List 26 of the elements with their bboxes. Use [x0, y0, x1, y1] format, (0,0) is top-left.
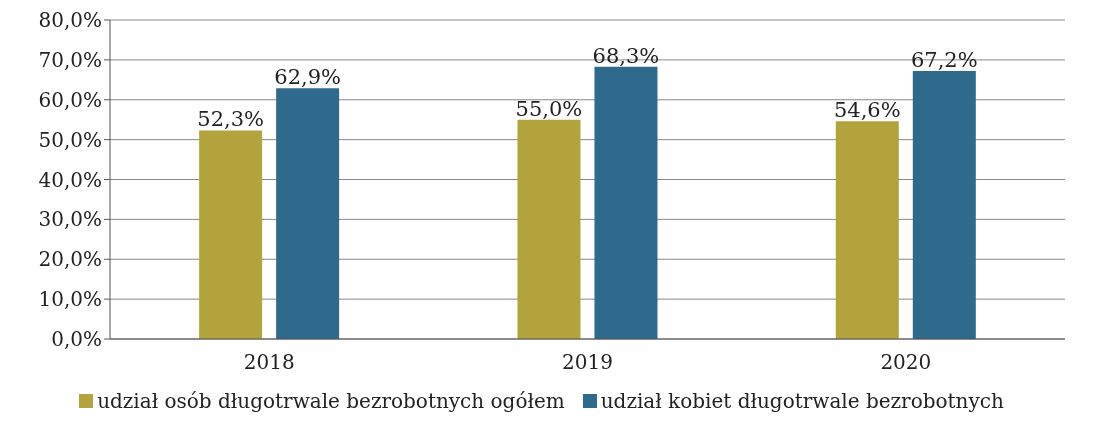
legend-label: udział kobiet długotrwale bezrobotnych: [600, 389, 1004, 413]
bar: [517, 119, 581, 339]
y-tick-label: 70,0%: [38, 47, 102, 72]
y-tick-label: 0,0%: [51, 327, 102, 352]
y-tick-label: 60,0%: [38, 87, 102, 112]
bar: [199, 130, 263, 339]
bar: [912, 71, 976, 339]
data-label: 54,6%: [833, 98, 901, 123]
y-tick-label: 80,0%: [38, 8, 102, 33]
y-tick-label: 40,0%: [38, 167, 102, 192]
data-label: 67,2%: [910, 48, 978, 73]
data-label: 62,9%: [274, 65, 341, 90]
bar: [594, 66, 658, 339]
data-label: 55,0%: [515, 96, 583, 121]
y-tick-label: 20,0%: [38, 247, 102, 272]
y-tick-label: 30,0%: [38, 207, 102, 232]
bar: [835, 121, 899, 339]
x-tick-label: 2018: [243, 350, 295, 375]
legend-label: udział osób długotrwale bezrobotnych ogółem: [97, 389, 565, 413]
x-tick-label: 2020: [880, 350, 932, 375]
x-tick-label: 2019: [562, 350, 613, 375]
data-label: 68,3%: [592, 43, 660, 68]
y-tick-label: 10,0%: [38, 287, 102, 312]
y-tick-label: 50,0%: [38, 127, 102, 152]
data-label: 52,3%: [197, 107, 264, 132]
bar: [276, 88, 340, 339]
